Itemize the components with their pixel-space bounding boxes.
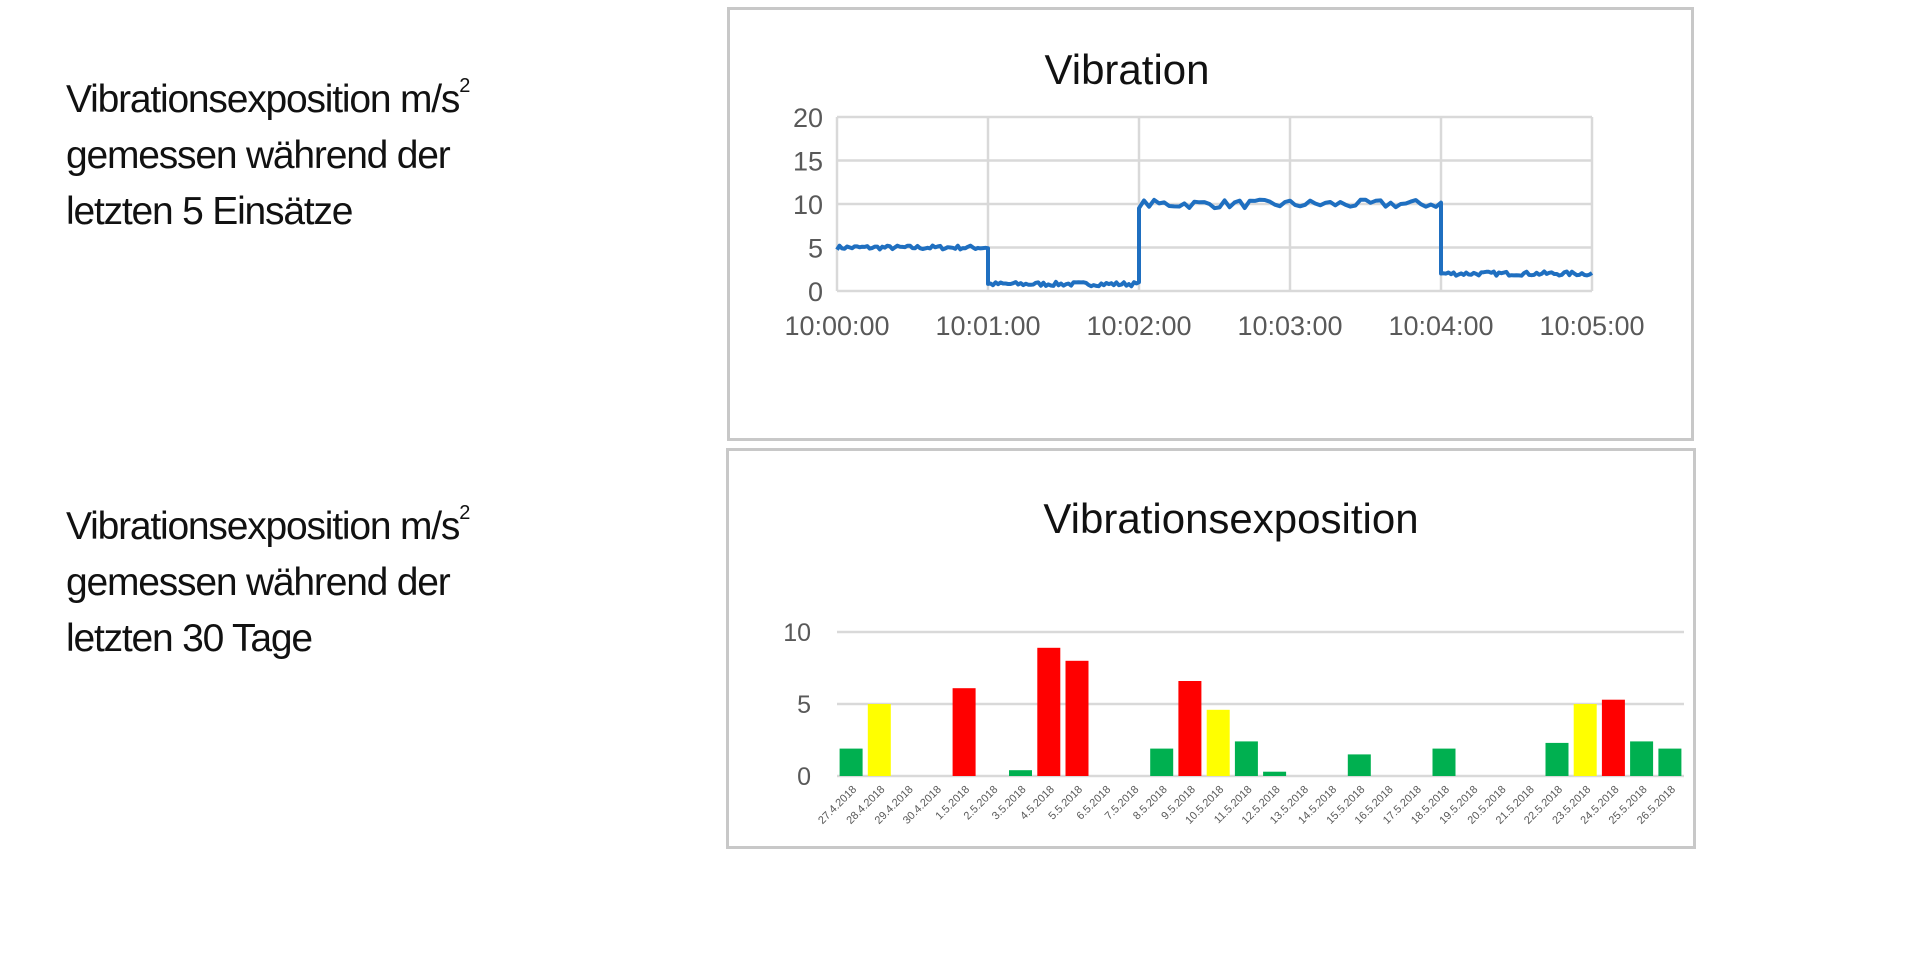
description-line-3: letzten 5 Einsätze [66, 190, 353, 233]
vibration-exposure-bar-chart-panel: Vibrationsexposition 0 5 10 27.4.2018 28.4.20… [726, 448, 1696, 849]
y-tick-label: 5 [808, 234, 823, 264]
bar [1263, 771, 1287, 776]
y-tick-label: 5 [797, 691, 811, 719]
vibration-line-chart: Vibration 0 5 10 15 20 10:00:00 10:01:00 10:02:0… [784, 46, 1644, 341]
y-tick-label: 10 [793, 190, 823, 220]
y-tick-label: 15 [793, 147, 823, 177]
y-tick-label: 20 [793, 103, 823, 133]
bar [1234, 741, 1258, 776]
bar [1432, 748, 1456, 776]
bar [1037, 647, 1061, 776]
x-tick-label: 10:00:00 [784, 311, 889, 341]
bar [1545, 742, 1569, 776]
description-line-1: Vibrationsexposition m/s [66, 505, 460, 548]
chart-title: Vibrationsexposition [1043, 495, 1418, 542]
bar [1009, 770, 1032, 776]
x-tick-label: 10:03:00 [1237, 311, 1342, 341]
bar [867, 704, 891, 776]
description-last-5-operations: Vibrationsexposition m/s2 gemessen währe… [66, 64, 470, 240]
x-tick-label: 10:02:00 [1086, 311, 1191, 341]
x-tick-label: 10:05:00 [1539, 311, 1644, 341]
description-line-3: letzten 30 Tage [66, 617, 313, 660]
vibration-series-line [835, 197, 1594, 289]
description-last-30-days: Vibrationsexposition m/s2 gemessen währe… [66, 491, 470, 667]
y-tick-label: 0 [808, 277, 823, 307]
superscript-2: 2 [459, 502, 470, 524]
bar [839, 748, 863, 776]
vibration-exposure-bar-chart: Vibrationsexposition051027.4.201828.4.20… [783, 495, 1684, 827]
bar [1658, 748, 1682, 776]
bar [1150, 748, 1174, 776]
bar [1573, 704, 1597, 776]
description-line-2: gemessen während der [66, 561, 451, 604]
description-line-2: gemessen während der [66, 134, 451, 177]
bar [1178, 681, 1202, 776]
x-tick-label: 10:04:00 [1388, 311, 1493, 341]
y-tick-label: 0 [797, 763, 811, 791]
description-line-1: Vibrationsexposition m/s [66, 78, 460, 121]
bar [1206, 709, 1230, 776]
bar [1065, 660, 1089, 776]
bar [952, 688, 976, 776]
vibration-line-chart-panel: Vibration 0 5 10 15 20 10:00:00 10:01:00 10:02:0… [727, 7, 1694, 441]
x-tick-label: 10:01:00 [935, 311, 1040, 341]
bar [1601, 699, 1625, 776]
chart-title: Vibration [1044, 46, 1209, 93]
y-tick-label: 10 [783, 619, 811, 647]
bar [1347, 754, 1371, 776]
superscript-2: 2 [459, 75, 470, 97]
bar [1630, 741, 1654, 776]
